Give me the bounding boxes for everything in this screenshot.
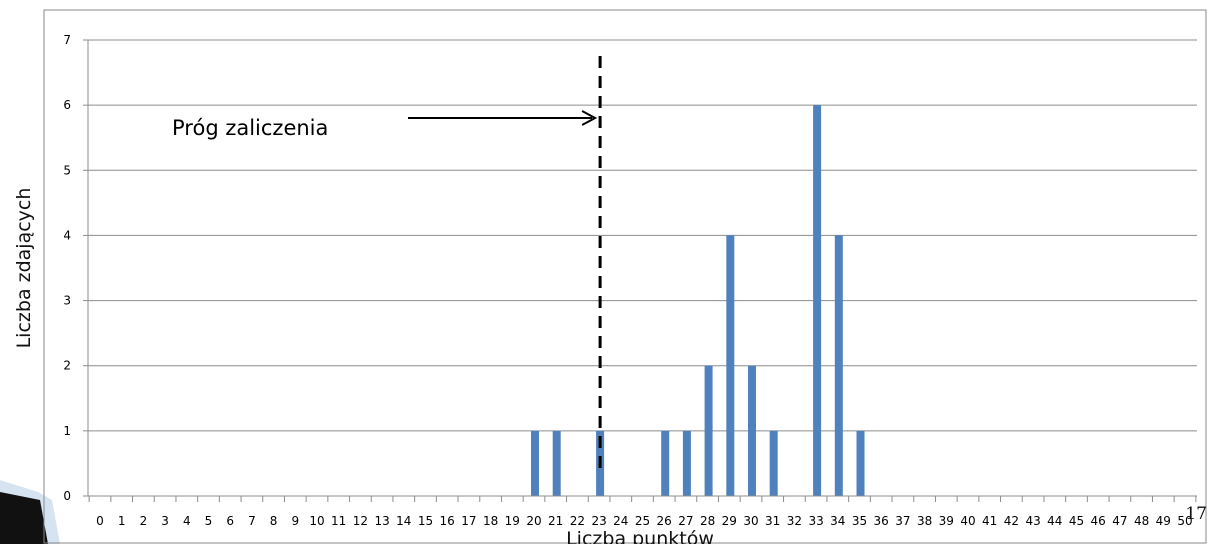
bar-30 (748, 365, 756, 496)
x-tick-label-5: 5 (205, 514, 213, 528)
x-tick-label-33: 33 (808, 514, 823, 528)
x-tick-label-50: 50 (1177, 514, 1192, 528)
x-tick-label-9: 9 (291, 514, 299, 528)
x-tick-label-27: 27 (678, 514, 693, 528)
x-tick-label-40: 40 (960, 514, 975, 528)
x-tick-label-28: 28 (700, 514, 715, 528)
x-tick-label-38: 38 (917, 514, 932, 528)
y-axis-title: Liczba zdających (13, 188, 35, 349)
x-tick-label-30: 30 (743, 514, 758, 528)
x-tick-label-11: 11 (331, 514, 346, 528)
x-tick-label-34: 34 (830, 514, 845, 528)
x-tick-label-35: 35 (852, 514, 867, 528)
page-number: 17 (1185, 504, 1207, 524)
x-tick-label-46: 46 (1091, 514, 1106, 528)
y-tick-label: 5 (63, 163, 71, 177)
x-tick-label-2: 2 (140, 514, 148, 528)
x-tick-label-32: 32 (787, 514, 802, 528)
bar-33 (813, 105, 822, 497)
x-tick-label-21: 21 (548, 514, 563, 528)
x-tick-label-37: 37 (895, 514, 910, 528)
y-tick-label: 0 (63, 489, 71, 503)
x-tick-label-16: 16 (440, 514, 455, 528)
bar-29 (726, 235, 735, 496)
threshold-arrow-head (581, 110, 598, 126)
threshold-label: Próg zaliczenia (172, 116, 328, 140)
y-tick-label: 2 (63, 359, 71, 373)
x-tick-label-19: 19 (505, 514, 520, 528)
y-tick-label: 6 (63, 98, 71, 112)
x-tick-label-20: 20 (526, 514, 541, 528)
x-tick-label-36: 36 (874, 514, 889, 528)
x-tick-label-44: 44 (1047, 514, 1062, 528)
x-tick-label-23: 23 (591, 514, 606, 528)
x-tick-label-1: 1 (118, 514, 126, 528)
x-tick-label-10: 10 (309, 514, 324, 528)
bar-31 (769, 430, 778, 496)
x-tick-label-8: 8 (270, 514, 278, 528)
x-tick-label-3: 3 (161, 514, 169, 528)
x-tick-label-22: 22 (570, 514, 585, 528)
x-tick-label-0: 0 (96, 514, 104, 528)
x-tick-label-4: 4 (183, 514, 191, 528)
x-tick-label-14: 14 (396, 514, 411, 528)
x-tick-label-29: 29 (722, 514, 737, 528)
x-tick-label-12: 12 (353, 514, 368, 528)
x-tick-label-48: 48 (1134, 514, 1149, 528)
x-tick-label-49: 49 (1156, 514, 1171, 528)
x-tick-label-39: 39 (939, 514, 954, 528)
x-tick-label-13: 13 (374, 514, 389, 528)
x-tick-label-43: 43 (1025, 514, 1040, 528)
x-tick-label-6: 6 (226, 514, 234, 528)
x-tick-label-31: 31 (765, 514, 780, 528)
y-tick-label: 4 (63, 228, 71, 242)
x-tick-label-15: 15 (418, 514, 433, 528)
x-tick-label-25: 25 (635, 514, 650, 528)
y-tick-label: 3 (63, 294, 71, 308)
x-tick-label-24: 24 (613, 514, 628, 528)
bar-34 (834, 235, 843, 496)
x-axis-title: Liczba punktów (566, 528, 714, 544)
x-tick-label-42: 42 (1004, 514, 1019, 528)
x-tick-label-41: 41 (982, 514, 997, 528)
bar-26 (661, 430, 670, 496)
bar-20 (531, 430, 539, 496)
chart-border (43, 9, 1207, 544)
y-tick-label: 1 (63, 424, 71, 438)
x-tick-label-47: 47 (1112, 514, 1127, 528)
x-tick-label-18: 18 (483, 514, 498, 528)
x-tick-label-17: 17 (461, 514, 476, 528)
x-tick-label-7: 7 (248, 514, 256, 528)
bar-27 (682, 430, 691, 496)
x-tick-label-45: 45 (1069, 514, 1084, 528)
bar-28 (704, 365, 713, 496)
slide-corner-decoration (0, 480, 60, 544)
x-tick-label-26: 26 (657, 514, 672, 528)
bar-21 (552, 430, 561, 496)
y-tick-label: 7 (63, 33, 71, 47)
bar-35 (856, 430, 865, 496)
